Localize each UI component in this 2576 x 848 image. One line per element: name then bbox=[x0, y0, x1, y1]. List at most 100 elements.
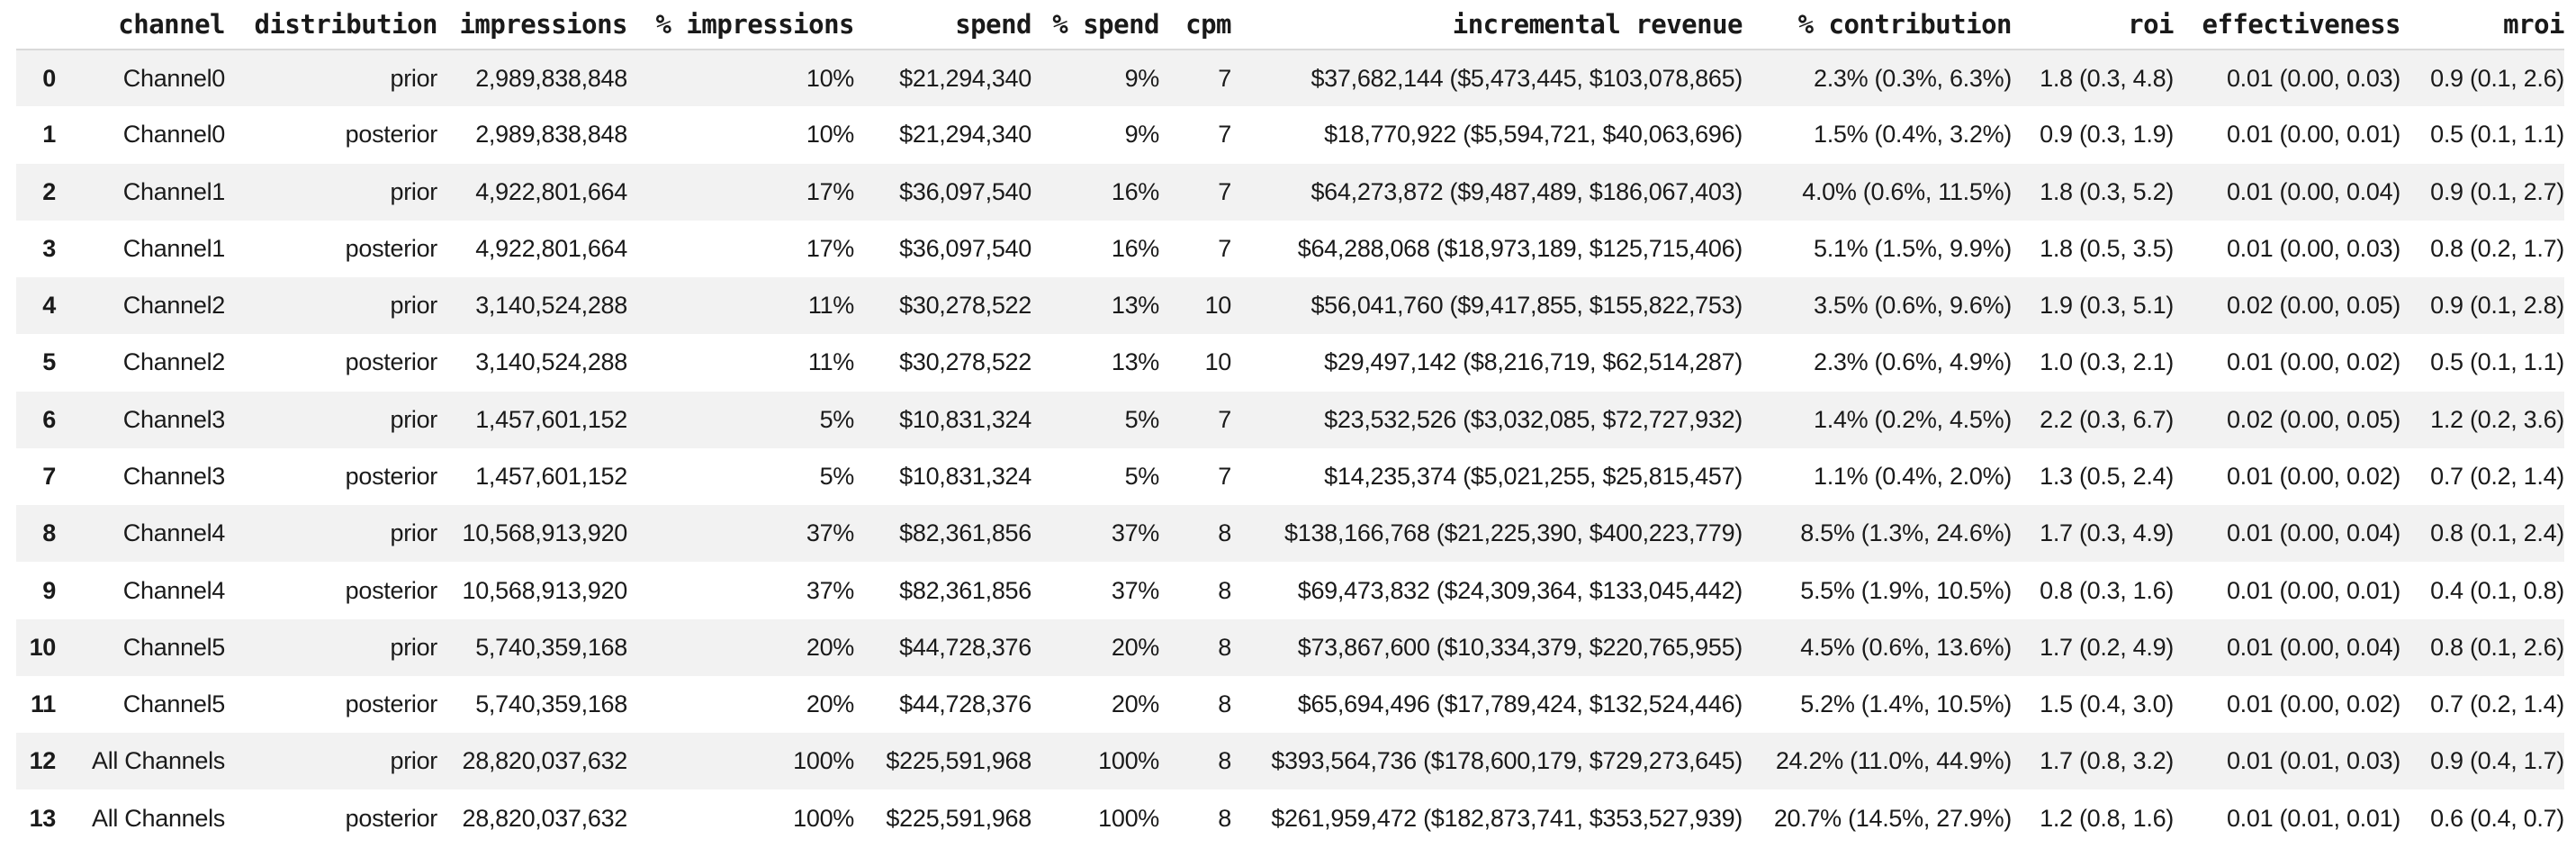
table-cell: posterior bbox=[345, 121, 438, 149]
table-cell: 5,740,359,168 bbox=[475, 690, 627, 718]
table-cell: 5% bbox=[819, 462, 855, 490]
table-cell: 100% bbox=[1098, 747, 1159, 775]
table-row: 3 Channel1 posterior 4,922,801,664 17% $36,09… bbox=[16, 221, 2564, 277]
table-cell: $36,097,540 bbox=[899, 177, 1031, 205]
dataframe-table: channel distribution impressions% impressi… bbox=[16, 0, 2565, 847]
table-cell: 5% bbox=[1124, 405, 1160, 433]
table-cell: 5% bbox=[819, 405, 855, 433]
table-cell: 2,989,838,848 bbox=[475, 64, 627, 92]
table-cell: Channel2 bbox=[122, 348, 226, 376]
table-cell: 37% bbox=[806, 519, 854, 547]
table-cell: $261,959,472 ($182,873,741, $353,527,939… bbox=[1271, 804, 1743, 832]
table-cell: posterior bbox=[345, 462, 438, 490]
table-cell: 4,922,801,664 bbox=[475, 177, 627, 205]
table-cell: prior bbox=[390, 292, 437, 320]
table-cell: 5.1% (1.5%, 9.9%) bbox=[1813, 234, 2012, 262]
table-cell: Channel3 bbox=[122, 405, 226, 433]
table-cell: 11% bbox=[807, 292, 854, 320]
table-cell: Channel4 bbox=[122, 576, 226, 604]
table-cell: 0.8 (0.3, 1.6) bbox=[2040, 576, 2174, 604]
table-cell: 13% bbox=[1111, 348, 1159, 376]
row-index: 10 bbox=[29, 633, 57, 661]
table-cell: 10 bbox=[1204, 348, 1232, 376]
table-cell: Channel5 bbox=[122, 690, 226, 718]
table-cell: 0.9 (0.1, 2.7) bbox=[2430, 177, 2564, 205]
table-cell: 3,140,524,288 bbox=[475, 292, 627, 320]
table-row: 0 Channel0 prior 2,989,838,848 10% $21,294,34… bbox=[16, 50, 2564, 107]
table-cell: Channel3 bbox=[122, 462, 226, 490]
table-cell: 7 bbox=[1218, 462, 1231, 490]
table-cell: 0.7 (0.2, 1.4) bbox=[2430, 690, 2564, 718]
table-cell: 1,457,601,152 bbox=[475, 405, 627, 433]
table-cell: 0.5 (0.1, 1.1) bbox=[2430, 121, 2564, 149]
table-row: 10 Channel5 prior 5,740,359,168 20% $44,728,3… bbox=[16, 618, 2564, 676]
table-cell: $65,694,496 ($17,789,424, $132,524,446) bbox=[1297, 690, 1743, 718]
table-cell: 3.5% (0.6%, 9.6%) bbox=[1813, 292, 2012, 320]
row-index: 12 bbox=[29, 747, 57, 775]
table-cell: 0.8 (0.1, 2.6) bbox=[2430, 633, 2564, 661]
table-cell: 28,820,037,632 bbox=[462, 747, 628, 775]
table-cell: $225,591,968 bbox=[886, 804, 1031, 832]
table-row: 4 Channel2 prior 3,140,524,288 11% $30,278,52… bbox=[16, 277, 2564, 335]
table-cell: 20% bbox=[806, 690, 854, 718]
table-cell: $29,497,142 ($8,216,719, $62,514,287) bbox=[1324, 348, 1743, 376]
table-cell: 13% bbox=[1111, 292, 1159, 320]
table-cell: 1.9 (0.3, 5.1) bbox=[2040, 292, 2174, 320]
column-header-spend: % spend bbox=[1031, 0, 1160, 50]
table-cell: 1.1% (0.4%, 2.0%) bbox=[1813, 462, 2012, 490]
table-cell: 24.2% (11.0%, 44.9%) bbox=[1775, 747, 2012, 775]
table-cell: 0.01 (0.00, 0.02) bbox=[2226, 348, 2400, 376]
table-cell: prior bbox=[390, 747, 437, 775]
table-body: 0 Channel0 prior 2,989,838,848 10% $21,294,34… bbox=[16, 50, 2564, 847]
table-row: 5 Channel2 posterior 3,140,524,288 11% $30,27… bbox=[16, 334, 2564, 391]
row-index: 9 bbox=[42, 576, 56, 604]
table-cell: 0.01 (0.00, 0.04) bbox=[2226, 519, 2400, 547]
header-row: channel distribution impressions% impressi… bbox=[16, 0, 2565, 50]
table-cell: 1.8 (0.5, 3.5) bbox=[2040, 234, 2174, 262]
table-cell: 8.5% (1.3%, 24.6%) bbox=[1800, 519, 2012, 547]
table-cell: 11% bbox=[807, 348, 854, 376]
table-cell: $82,361,856 bbox=[899, 519, 1031, 547]
table-cell: 0.9 (0.1, 2.8) bbox=[2430, 292, 2564, 320]
table-cell: $56,041,760 ($9,417,855, $155,822,753) bbox=[1311, 292, 1743, 320]
table-cell: 0.01 (0.00, 0.03) bbox=[2226, 234, 2400, 262]
row-index: 13 bbox=[29, 804, 57, 832]
table-cell: 1.2 (0.2, 3.6) bbox=[2430, 405, 2564, 433]
table-cell: 0.4 (0.1, 0.8) bbox=[2430, 576, 2564, 604]
table-cell: 1.5 (0.4, 3.0) bbox=[2040, 690, 2174, 718]
table-cell: 0.01 (0.00, 0.01) bbox=[2226, 121, 2400, 149]
column-header-channel: channel bbox=[56, 0, 226, 50]
table-cell: $10,831,324 bbox=[899, 462, 1031, 490]
table-cell: $82,361,856 bbox=[899, 576, 1031, 604]
table-cell: 10,568,913,920 bbox=[462, 576, 628, 604]
table-cell: 1.2 (0.8, 1.6) bbox=[2040, 804, 2174, 832]
table-cell: $64,273,872 ($9,487,489, $186,067,403) bbox=[1311, 177, 1743, 205]
table-cell: 5.5% (1.9%, 10.5%) bbox=[1800, 576, 2012, 604]
table-cell: $21,294,340 bbox=[899, 121, 1031, 149]
table-cell: 100% bbox=[793, 747, 854, 775]
table-cell: $30,278,522 bbox=[899, 292, 1031, 320]
table-cell: $64,288,068 ($18,973,189, $125,715,406) bbox=[1297, 234, 1743, 262]
table-cell: 100% bbox=[1098, 804, 1159, 832]
table-cell: $44,728,376 bbox=[899, 690, 1031, 718]
table-cell: 0.8 (0.1, 2.4) bbox=[2430, 519, 2564, 547]
table-cell: 9% bbox=[1124, 121, 1160, 149]
table-header: channel distribution impressions% impressi… bbox=[16, 0, 2565, 50]
table-cell: 16% bbox=[1111, 177, 1159, 205]
table-cell: $393,564,736 ($178,600,179, $729,273,645… bbox=[1271, 747, 1743, 775]
table-cell: 10,568,913,920 bbox=[462, 519, 628, 547]
table-cell: 17% bbox=[806, 177, 854, 205]
table-cell: Channel5 bbox=[122, 633, 226, 661]
row-index: 11 bbox=[31, 690, 56, 718]
table-cell: 7 bbox=[1218, 177, 1231, 205]
table-cell: $225,591,968 bbox=[886, 747, 1031, 775]
column-header-impressions: % impressions bbox=[627, 0, 855, 50]
table-cell: 1.3 (0.5, 2.4) bbox=[2040, 462, 2174, 490]
table-cell: 10% bbox=[806, 64, 854, 92]
table-cell: posterior bbox=[345, 234, 438, 262]
table-cell: prior bbox=[390, 633, 437, 661]
table-cell: $37,682,144 ($5,473,445, $103,078,865) bbox=[1311, 64, 1743, 92]
table-row: 1 Channel0 posterior 2,989,838,848 10% $21,29… bbox=[16, 106, 2564, 163]
table-cell: Channel4 bbox=[122, 519, 226, 547]
